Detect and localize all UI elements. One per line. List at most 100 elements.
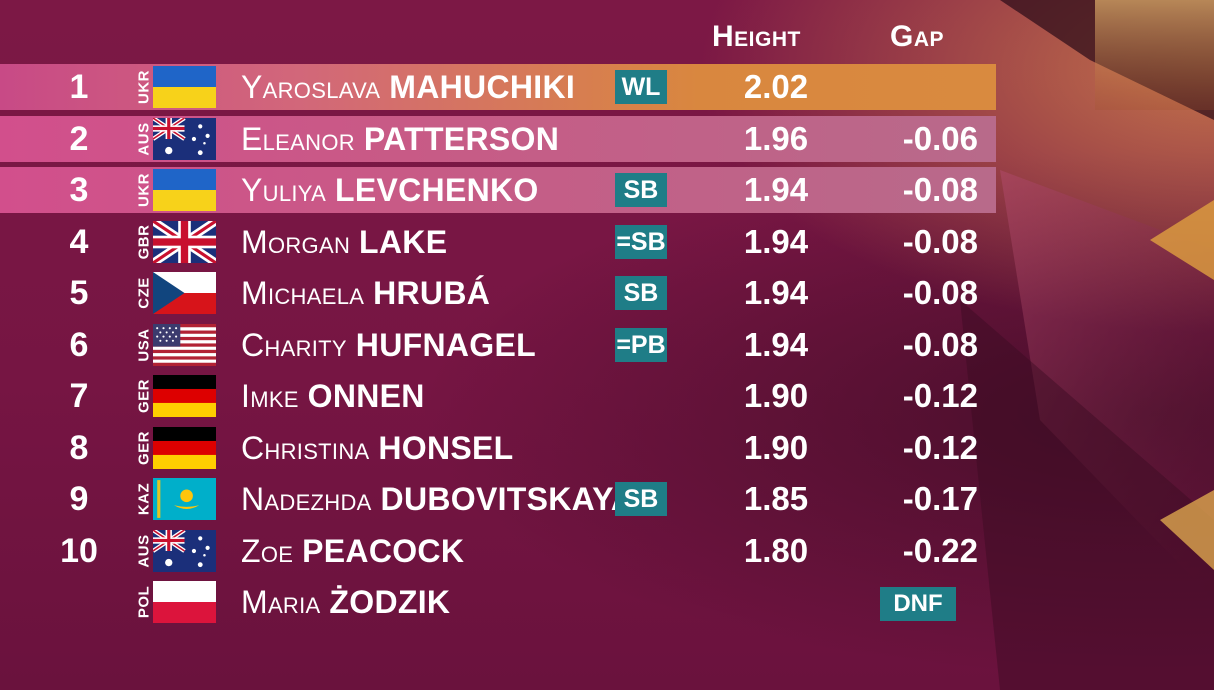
height-value: 1.94 <box>743 274 809 311</box>
rank-number: 6 <box>69 325 89 364</box>
gap-value: -0.12 <box>902 377 978 414</box>
australia-flag-icon <box>153 529 216 572</box>
result-row: POL Maria ŻODZIK DNF <box>0 579 1214 625</box>
athlete-name: Yuliya LEVCHENKO <box>241 167 539 213</box>
country-code-label: UKR <box>135 173 153 207</box>
status-badge: DNF <box>880 587 956 621</box>
result-row: 3 UKR Yuliya LEVCHENKO SB 1.94 -0.08 <box>0 167 1214 213</box>
athlete-name: Eleanor PATTERSON <box>241 116 559 162</box>
country-code-label: GBR <box>135 224 153 259</box>
athlete-first-name: Michaela <box>241 275 365 311</box>
result-row: 4 GBR Morgan LAKE =SB 1.94 -0.08 <box>0 219 1214 265</box>
country-code-label: AUS <box>135 533 153 568</box>
country-code-label: AUS <box>135 121 153 156</box>
country-code-label: USA <box>135 327 153 362</box>
height-column-header: Height <box>712 20 801 53</box>
gap-column-header: Gap <box>890 20 945 53</box>
poland-flag-icon <box>153 581 216 623</box>
athlete-name: Imke ONNEN <box>241 373 425 419</box>
athlete-first-name: Christina <box>241 429 370 466</box>
height-value: 1.94 <box>743 171 809 208</box>
record-badge: SB <box>615 276 667 310</box>
result-row: 6 USA Charity HUFNAGEL =PB 1.94 -0.08 <box>0 322 1214 368</box>
height-value: 1.85 <box>743 480 809 517</box>
athlete-first-name: Zoe <box>241 532 294 569</box>
athlete-first-name: Maria <box>241 584 321 620</box>
result-row: 1 UKR Yaroslava MAHUCHIKI WL 2.02 <box>0 64 1214 110</box>
record-badge: SB <box>615 173 667 207</box>
athlete-name: Michaela HRUBÁ <box>241 270 490 316</box>
rank-number: 9 <box>69 480 89 518</box>
record-badge: SB <box>615 482 667 516</box>
athlete-last-name: LEVCHENKO <box>335 172 539 208</box>
rank-number: 5 <box>69 274 89 312</box>
record-badge: =PB <box>615 327 667 362</box>
gap-value: -0.08 <box>902 171 978 208</box>
country-code-label: GER <box>135 430 153 465</box>
country-code-label: KAZ <box>135 482 153 516</box>
athlete-last-name: HRUBÁ <box>373 275 491 311</box>
ukraine-flag-icon <box>153 66 216 108</box>
country-code-label: GER <box>135 379 153 414</box>
result-row: 2 AUS Eleanor PATTERSON 1.96 -0.06 <box>0 115 1214 162</box>
athlete-last-name: PATTERSON <box>363 120 560 157</box>
athlete-name: Charity HUFNAGEL <box>241 322 536 368</box>
rank-number: 2 <box>69 119 89 158</box>
country-code-label: UKR <box>135 70 153 104</box>
height-value: 1.94 <box>743 325 809 363</box>
gap-value: -0.06 <box>902 119 978 157</box>
athlete-first-name: Charity <box>241 326 347 363</box>
result-row: 10 AUS Zoe PEACOCK 1.80 -0.22 <box>0 528 1214 574</box>
athlete-name: Zoe PEACOCK <box>241 528 464 574</box>
ukraine-flag-icon <box>153 169 216 211</box>
result-row: 9 KAZ Nadezhda DUBOVITSKAYA SB 1.85 -0.17 <box>0 476 1214 522</box>
athlete-last-name: MAHUCHIKI <box>389 69 576 105</box>
rank-number: 7 <box>69 377 89 415</box>
result-row: 5 CZE Michaela HRUBÁ SB 1.94 -0.08 <box>0 270 1214 316</box>
athlete-name: Christina HONSEL <box>241 425 514 471</box>
czech-flag-icon <box>153 272 216 314</box>
athlete-first-name: Eleanor <box>241 120 355 157</box>
result-row: 8 GER Christina HONSEL 1.90 -0.12 <box>0 425 1214 471</box>
height-value: 1.94 <box>743 222 809 260</box>
gap-value: -0.08 <box>902 222 978 260</box>
athlete-first-name: Imke <box>241 378 299 414</box>
height-value: 1.80 <box>743 531 809 569</box>
gap-value: -0.08 <box>902 274 978 311</box>
germany-flag-icon <box>153 426 216 469</box>
gap-value: -0.08 <box>902 325 978 363</box>
australia-flag-icon <box>153 117 216 160</box>
athlete-last-name: DUBOVITSKAYA <box>380 481 635 517</box>
gap-value: -0.12 <box>902 428 978 466</box>
gap-value: -0.17 <box>902 480 978 517</box>
athlete-name: Maria ŻODZIK <box>241 579 450 625</box>
athlete-name: Yaroslava MAHUCHIKI <box>241 64 575 110</box>
record-badge: WL <box>615 70 667 104</box>
rank-number: 8 <box>69 428 89 467</box>
country-code-label: CZE <box>135 277 153 309</box>
rank-number: 3 <box>69 171 89 209</box>
athlete-name: Morgan LAKE <box>241 219 447 265</box>
athlete-last-name: ONNEN <box>307 378 425 414</box>
rank-number <box>44 579 114 625</box>
athlete-name: Nadezhda DUBOVITSKAYA <box>241 476 634 522</box>
height-value: 1.96 <box>743 119 809 157</box>
country-code-label: POL <box>135 585 153 619</box>
height-value: 2.02 <box>743 68 809 105</box>
rank-number: 4 <box>69 222 89 261</box>
rank-number: 10 <box>60 531 98 570</box>
athlete-first-name: Yuliya <box>241 172 327 208</box>
germany-flag-icon <box>153 375 216 417</box>
athlete-last-name: LAKE <box>359 223 448 260</box>
height-value: 1.90 <box>743 428 809 466</box>
gap-value: -0.22 <box>902 531 978 569</box>
athlete-first-name: Yaroslava <box>241 69 381 105</box>
athlete-last-name: HONSEL <box>378 429 514 466</box>
result-row: 7 GER Imke ONNEN 1.90 -0.12 <box>0 373 1214 419</box>
kazakhstan-flag-icon <box>153 478 216 520</box>
athlete-last-name: HUFNAGEL <box>355 326 536 363</box>
athlete-last-name: ŻODZIK <box>329 584 451 620</box>
rank-number: 1 <box>69 68 89 106</box>
record-badge: =SB <box>615 224 667 259</box>
